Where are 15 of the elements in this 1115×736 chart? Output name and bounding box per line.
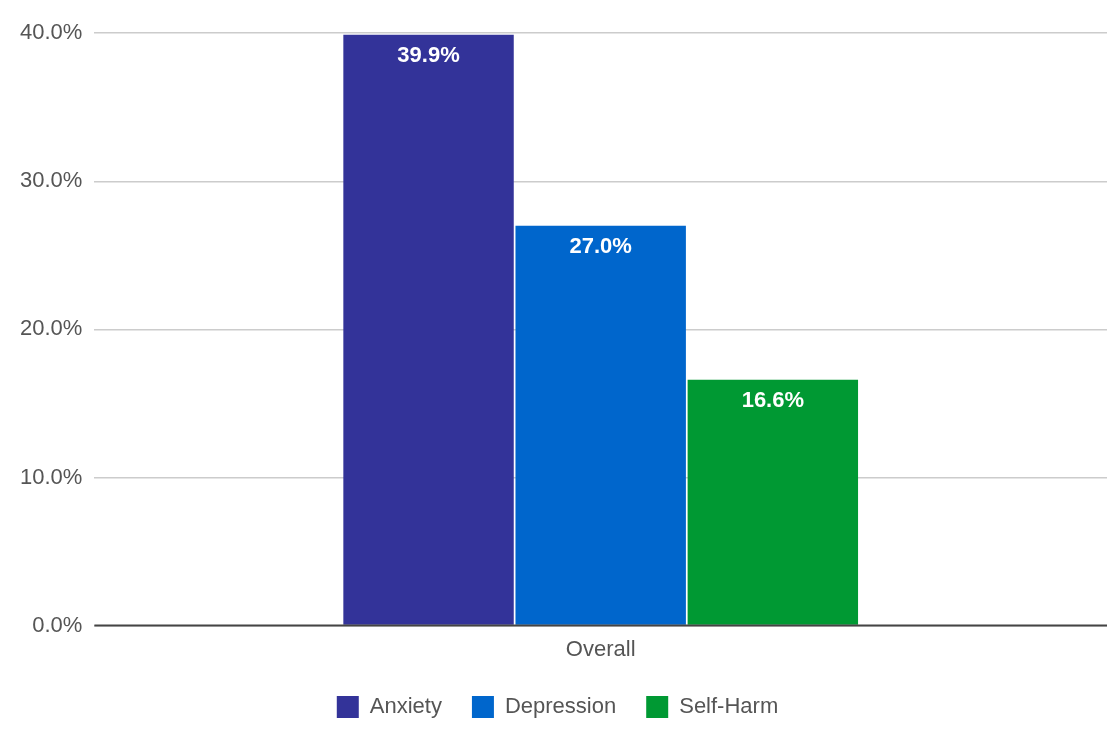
y-tick-label: 30.0% bbox=[19, 167, 83, 193]
y-tick-label: 20.0% bbox=[19, 315, 83, 341]
y-tick-label: 0.0% bbox=[32, 611, 83, 637]
bar bbox=[343, 34, 514, 625]
data-label: 16.6% bbox=[741, 386, 805, 412]
legend-label: Depression bbox=[504, 693, 617, 719]
x-tick-label: Overall bbox=[565, 635, 636, 661]
bar bbox=[687, 379, 859, 625]
legend-label: Self-Harm bbox=[679, 693, 779, 719]
data-label: 39.9% bbox=[397, 41, 460, 67]
bar bbox=[515, 225, 686, 625]
y-tick-label: 10.0% bbox=[19, 463, 83, 489]
data-label: 27.0% bbox=[569, 232, 632, 258]
y-tick-label: 40.0% bbox=[19, 19, 83, 45]
legend-label: Anxiety bbox=[369, 693, 442, 719]
